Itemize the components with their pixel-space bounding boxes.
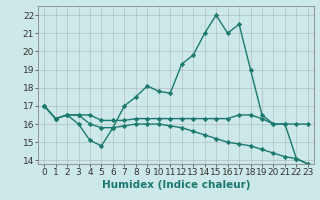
- X-axis label: Humidex (Indice chaleur): Humidex (Indice chaleur): [102, 180, 250, 190]
